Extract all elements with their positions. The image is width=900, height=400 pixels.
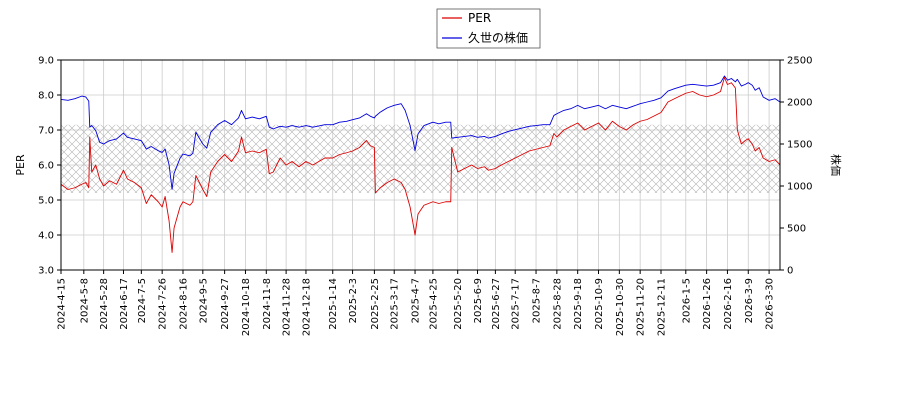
left-axis-label: PER	[14, 154, 27, 176]
x-tick-label: 2026-2-16	[723, 278, 734, 330]
x-tick-label: 2024-9-27	[220, 278, 231, 330]
series-line-price	[61, 75, 780, 190]
left-tick-label: 5.0	[38, 196, 54, 207]
x-tick-label: 2025-12-11	[656, 278, 667, 336]
x-tick-label: 2024-12-18	[301, 278, 312, 336]
right-tick-label: 2000	[787, 98, 812, 109]
right-tick-label: 1500	[787, 140, 812, 151]
x-tick-label: 2025-2-25	[370, 278, 381, 330]
left-axis: 3.0 4.0 5.0 6.0 7.0 8.0 9.0	[38, 56, 61, 277]
x-tick-label: 2025-8-28	[552, 278, 563, 330]
right-tick-label: 2500	[787, 56, 812, 67]
x-tick-label: 2024-7-5	[137, 278, 148, 323]
x-tick-label: 2024-5-28	[99, 278, 110, 330]
x-tick-label: 2025-6-9	[473, 278, 484, 323]
left-tick-label: 4.0	[38, 231, 54, 242]
series-layer	[61, 75, 780, 253]
x-tick-label: 2025-6-27	[491, 278, 502, 330]
left-tick-label: 8.0	[38, 91, 54, 102]
x-tick-label: 2025-1-14	[328, 278, 339, 330]
x-tick-label: 2024-6-17	[119, 278, 130, 330]
x-tick-label: 2025-10-30	[615, 278, 626, 336]
x-tick-label: 2025-8-7	[532, 278, 543, 323]
x-tick-label: 2024-10-18	[241, 278, 252, 336]
x-tick-label: 2024-5-8	[79, 278, 90, 323]
legend: PER 久世の株価	[436, 8, 541, 49]
legend-label-price: 久世の株価	[468, 30, 528, 45]
x-tick-label: 2025-2-3	[348, 278, 359, 323]
x-tick-label: 2025-3-17	[390, 278, 401, 330]
x-tick-label: 2025-4-25	[428, 278, 439, 330]
x-tick-label: 2024-7-26	[158, 278, 169, 330]
right-axis-label: 株価	[829, 154, 843, 176]
series-line-per	[61, 77, 780, 253]
x-tick-label: 2025-7-17	[511, 278, 522, 330]
x-tick-label: 2026-1-5	[681, 278, 692, 323]
right-tick-label: 1000	[787, 182, 812, 193]
left-tick-label: 7.0	[38, 126, 54, 137]
x-tick-label: 2025-5-20	[453, 278, 464, 330]
range-band	[61, 124, 780, 193]
right-tick-label: 0	[787, 266, 793, 277]
x-tick-label: 2025-9-18	[573, 278, 584, 330]
left-tick-label: 9.0	[38, 56, 54, 67]
x-tick-label: 2025-10-9	[594, 278, 605, 330]
x-tick-label: 2026-3-9	[744, 278, 755, 323]
x-tick-label: 2026-3-30	[765, 278, 776, 330]
x-tick-label: 2026-1-26	[702, 278, 713, 330]
legend-label-per: PER	[468, 11, 491, 25]
x-tick-label: 2024-11-8	[262, 278, 273, 330]
x-tick-label: 2024-9-5	[198, 278, 209, 323]
x-tick-label: 2024-8-16	[178, 278, 189, 330]
right-tick-label: 500	[787, 224, 806, 235]
x-tick-label: 2024-11-28	[282, 278, 293, 336]
left-tick-label: 6.0	[38, 161, 54, 172]
x-tick-label: 2024-4-15	[57, 278, 68, 330]
x-tick-label: 2025-4-7	[411, 278, 422, 323]
x-tick-label: 2025-11-20	[636, 278, 647, 336]
left-tick-label: 3.0	[38, 266, 54, 277]
right-axis: 0 500 1000 1500 2000 2500	[780, 56, 812, 277]
legend-box	[436, 8, 541, 49]
x-axis: 2024-4-15 2024-5-8 2024-5-28 2024-6-17 2024-…	[57, 270, 776, 336]
